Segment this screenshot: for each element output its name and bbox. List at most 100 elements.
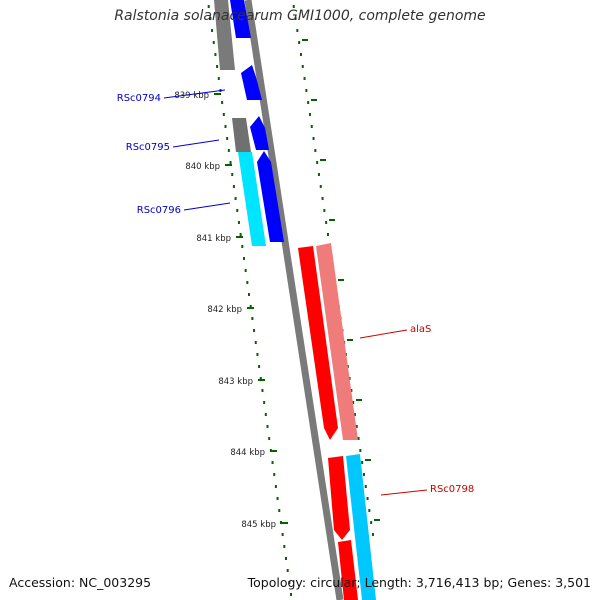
scale-dot [232, 185, 235, 188]
gene-label[interactable]: alaS [410, 324, 431, 335]
scale-dot [364, 485, 367, 488]
scale-dot [310, 125, 313, 128]
scale-dot [268, 437, 271, 440]
scale-dot [226, 137, 229, 140]
feature-rsc0798-red-arrow [328, 456, 350, 540]
genome-summary-text: Topology: circular; Length: 3,716,413 bp… [247, 575, 591, 590]
feature-gray-mid [232, 118, 251, 152]
scale-dot [222, 113, 225, 116]
scale-dot [212, 41, 215, 44]
tick-label: 842 kbp [207, 305, 242, 315]
scale-dot [278, 509, 281, 512]
gene-label[interactable]: RSc0795 [126, 142, 170, 153]
scale-dot [236, 209, 239, 212]
scale-dot [224, 125, 227, 128]
scale-dot [366, 497, 369, 500]
tick-label: 839 kbp [174, 91, 209, 101]
scale-dot [261, 389, 264, 392]
scale-dot [214, 53, 217, 56]
scale-dot [273, 473, 276, 476]
scale-dot [314, 149, 317, 152]
scale-dot [290, 593, 293, 596]
scale-dot [209, 17, 212, 20]
scale-dot [359, 449, 362, 452]
map-title: Ralstonia solanacearum GMI1000, complete… [114, 8, 486, 24]
gene-label[interactable]: RSc0798 [430, 484, 474, 495]
genome-backbone [244, 0, 344, 600]
scale-dot [317, 173, 320, 176]
scale-dot [362, 473, 365, 476]
scale-dot [253, 329, 256, 332]
scale-dot [298, 41, 301, 44]
scale-dot [251, 317, 254, 320]
scale-dot [353, 413, 356, 416]
scale-dot [279, 521, 282, 524]
feature-rsc0794-arrow [241, 65, 262, 100]
scale-dot [323, 209, 326, 212]
scale-dot [221, 101, 224, 104]
gene-labels: RSc0794 RSc0795 RSc0796 alaS RSc0798 [117, 89, 474, 496]
scale-dot [355, 425, 358, 428]
scale-dot [263, 401, 266, 404]
feature-rsc0796-blue-arrow [257, 151, 284, 242]
scale-dot [246, 281, 249, 284]
feature-rsc0798-cyan [346, 454, 376, 600]
gene-label[interactable]: RSc0794 [117, 93, 161, 104]
feature-alaS-red-arrow [298, 246, 338, 440]
scale-dot [271, 461, 274, 464]
feature-alaS-light [316, 243, 358, 440]
scale-dot [284, 557, 287, 560]
scale-dot [316, 161, 319, 164]
scale-dot [301, 65, 304, 68]
scale-dot [319, 185, 322, 188]
scale-dot [350, 389, 353, 392]
gene-leader-line [183, 202, 231, 211]
scale-dot [357, 437, 360, 440]
gene-leader-line [172, 139, 220, 148]
tick-label: 844 kbp [230, 448, 265, 458]
scale-dot [227, 149, 230, 152]
scale-dot [249, 305, 252, 308]
scale-dot [242, 257, 245, 260]
coordinate-ticks: 839 kbp 840 kbp 841 kbp 842 kbp 843 kbp 844 k… [174, 39, 380, 530]
gene-label[interactable]: RSc0796 [137, 205, 181, 216]
scale-dot [294, 17, 297, 20]
scale-dot [312, 137, 315, 140]
scale-dot [239, 233, 242, 236]
gene-leader-line [163, 89, 226, 99]
scale-dot [305, 89, 308, 92]
accession-text: Accession: NC_003295 [9, 575, 152, 590]
feature-rsc0795-arrow [250, 116, 269, 150]
tick-label: 845 kbp [241, 520, 276, 530]
scale-dot [254, 341, 257, 344]
tick-label: 841 kbp [196, 234, 231, 244]
scale-dot [307, 101, 310, 104]
scale-dot [274, 485, 277, 488]
gene-leader-line [359, 329, 408, 339]
scale-dot [231, 173, 234, 176]
scale-dot [371, 533, 374, 536]
scale-dot [237, 221, 240, 224]
scale-dot [370, 521, 373, 524]
scale-dot [308, 113, 311, 116]
scale-dot [216, 65, 219, 68]
scale-dot [276, 497, 279, 500]
scale-dot [217, 77, 220, 80]
scale-dot [211, 29, 214, 32]
scale-dot [321, 197, 324, 200]
scale-dot [292, 5, 295, 8]
scale-dot [299, 53, 302, 56]
tick-label: 843 kbp [218, 377, 253, 387]
scale-dot [303, 77, 306, 80]
scale-dot [361, 461, 364, 464]
scale-dot [241, 245, 244, 248]
feature-red-bottom [338, 540, 358, 600]
scale-dot [266, 425, 269, 428]
scale-dot [258, 365, 261, 368]
scale-dot [207, 5, 210, 8]
scale-dot [368, 509, 371, 512]
feature-gray-top [214, 0, 235, 70]
scale-dot [296, 29, 299, 32]
scale-dot [244, 269, 247, 272]
